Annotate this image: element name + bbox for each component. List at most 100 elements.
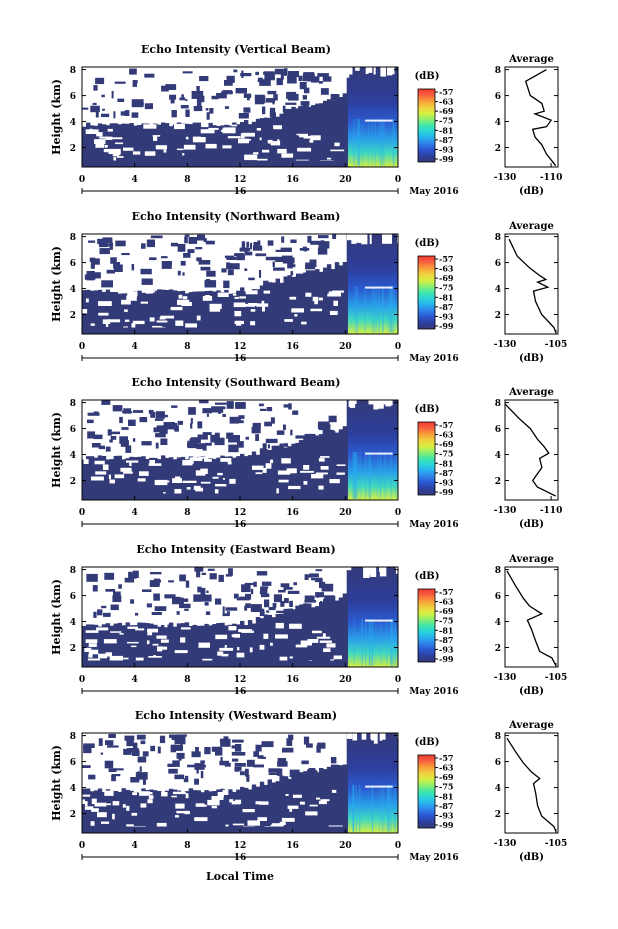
no-echo-gap xyxy=(123,147,134,151)
no-echo-gap xyxy=(272,823,286,825)
echo-cell xyxy=(310,240,320,245)
echo-cell xyxy=(137,290,142,334)
echo-cell xyxy=(140,740,146,745)
echo-cell xyxy=(191,91,204,99)
echo-cell xyxy=(150,572,162,575)
echo-cell xyxy=(151,612,162,615)
echo-cell xyxy=(121,459,126,500)
echo-cell xyxy=(277,761,288,767)
no-echo-gap xyxy=(277,139,280,144)
echo-cell xyxy=(274,68,284,75)
no-echo-gap xyxy=(366,67,373,73)
no-echo-gap xyxy=(221,653,229,657)
colorbar-tick-label: -57 xyxy=(439,254,453,264)
echo-cell xyxy=(263,280,269,288)
echo-cell xyxy=(119,416,123,424)
y-tick-label: 4 xyxy=(70,784,76,794)
echo-cell xyxy=(109,439,113,443)
no-echo-gap xyxy=(174,489,182,495)
rain-streak xyxy=(364,618,367,666)
y-axis-label: Height (km) xyxy=(50,79,63,155)
echo-cell xyxy=(307,770,318,773)
echo-cell xyxy=(216,126,221,167)
echo-cell xyxy=(89,290,95,334)
rain-streak xyxy=(368,451,370,499)
no-echo-gap xyxy=(171,795,177,798)
echo-cell xyxy=(83,743,95,748)
echo-cell xyxy=(183,253,191,258)
echo-cell xyxy=(109,123,115,167)
echo-cell xyxy=(167,763,176,767)
x-tick-label: 0 xyxy=(395,508,401,518)
rain-streak xyxy=(359,451,361,499)
x-tick-label: 16 xyxy=(286,508,299,518)
no-echo-gap xyxy=(116,156,124,158)
echo-cell xyxy=(319,81,323,84)
echo-cell xyxy=(239,771,245,776)
no-echo-gap xyxy=(170,306,183,311)
echo-cell xyxy=(295,276,300,334)
average-x-tick-label: -130 xyxy=(494,839,517,849)
colorbar xyxy=(417,255,436,330)
no-echo-gap xyxy=(143,124,157,129)
echo-cell xyxy=(240,122,245,167)
no-echo-gap xyxy=(351,234,357,244)
echo-cell xyxy=(251,451,257,500)
echo-cell xyxy=(232,758,239,762)
no-echo-gap xyxy=(236,320,242,326)
no-echo-gap xyxy=(330,149,345,152)
echo-cell xyxy=(164,290,170,334)
no-echo-gap xyxy=(182,480,197,483)
echo-cell xyxy=(176,291,182,334)
echo-cell xyxy=(171,110,177,118)
no-echo-gap xyxy=(294,314,298,317)
colorbar-tick-label: -57 xyxy=(439,753,453,763)
echo-cell xyxy=(117,293,122,334)
echo-cell xyxy=(206,590,209,593)
echo-cell xyxy=(141,441,152,446)
no-echo-gap xyxy=(242,809,255,813)
no-echo-gap xyxy=(87,658,101,662)
echo-cell xyxy=(232,457,237,500)
no-echo-gap xyxy=(345,567,352,571)
rain-streak xyxy=(387,285,389,333)
echo-cell xyxy=(135,772,148,780)
no-echo-gap xyxy=(318,458,325,462)
x-tick-label: 0 xyxy=(79,675,85,685)
echo-cell xyxy=(244,582,255,586)
echo-cell xyxy=(255,289,261,334)
no-echo-gap xyxy=(320,456,330,458)
colorbar-tick-label: -75 xyxy=(439,116,453,126)
rain-streak xyxy=(395,451,397,499)
echo-cell xyxy=(205,240,215,245)
colorbar-tick-label: -93 xyxy=(439,477,454,487)
no-echo-gap xyxy=(103,639,117,644)
echo-cell xyxy=(204,280,217,288)
day-label: 16 xyxy=(234,520,247,530)
no-echo-gap xyxy=(174,650,188,654)
echo-cell xyxy=(135,612,139,616)
echo-cell xyxy=(253,764,264,768)
echo-cell xyxy=(113,292,118,334)
echo-cell xyxy=(240,73,252,77)
average-x-tick-label: -130 xyxy=(494,173,517,183)
no-echo-gap xyxy=(105,136,113,140)
rain-streak xyxy=(381,118,383,166)
average-profile-line xyxy=(524,69,557,167)
echo-cell xyxy=(145,459,150,500)
no-echo-gap xyxy=(250,321,256,326)
date-label: May 2016 xyxy=(409,520,458,530)
echo-cell xyxy=(112,595,122,603)
echo-cell xyxy=(92,585,98,592)
echo-cell xyxy=(194,763,205,770)
echo-cell xyxy=(144,103,153,110)
no-echo-gap xyxy=(288,485,301,490)
echo-cell xyxy=(330,100,336,167)
echo-cell xyxy=(98,445,105,450)
no-echo-gap xyxy=(370,733,375,739)
echo-cell xyxy=(165,84,177,90)
no-echo-gap xyxy=(154,479,168,486)
no-echo-gap xyxy=(252,465,264,470)
no-echo-gap xyxy=(180,637,186,643)
echo-cell xyxy=(141,123,146,167)
